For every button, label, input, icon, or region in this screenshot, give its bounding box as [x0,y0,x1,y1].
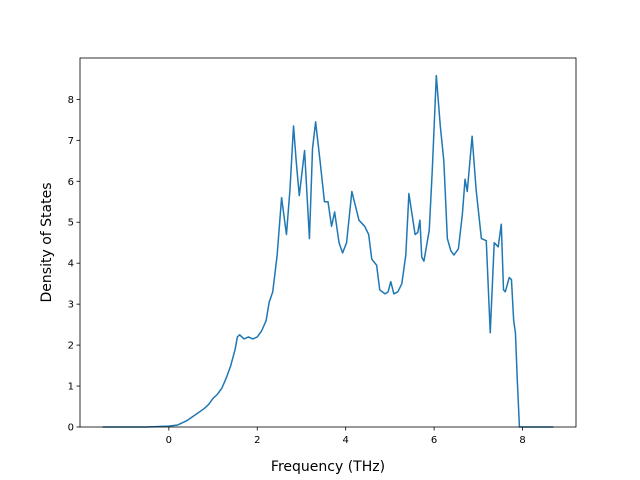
x-axis-label: Frequency (THz) [271,459,385,475]
y-tick-label: 5 [68,218,74,229]
y-tick-label: 1 [68,382,74,393]
x-tick-label: 4 [342,435,348,446]
x-tick-label: 8 [519,435,525,446]
x-tick-label: 2 [254,435,260,446]
plot-frame [79,57,577,428]
line-series [102,74,554,428]
y-tick-label: 8 [68,95,74,106]
y-tick-label: 3 [68,300,74,311]
x-tick-label: 0 [166,435,172,446]
y-tick-label: 2 [68,341,74,352]
y-tick-label: 4 [68,259,74,270]
y-tick-label: 6 [68,177,74,188]
y-axis-label: Density of States [39,183,55,303]
y-tick-label: 7 [68,136,74,147]
x-tick-label: 6 [431,435,437,446]
y-tick-label: 0 [68,423,74,434]
